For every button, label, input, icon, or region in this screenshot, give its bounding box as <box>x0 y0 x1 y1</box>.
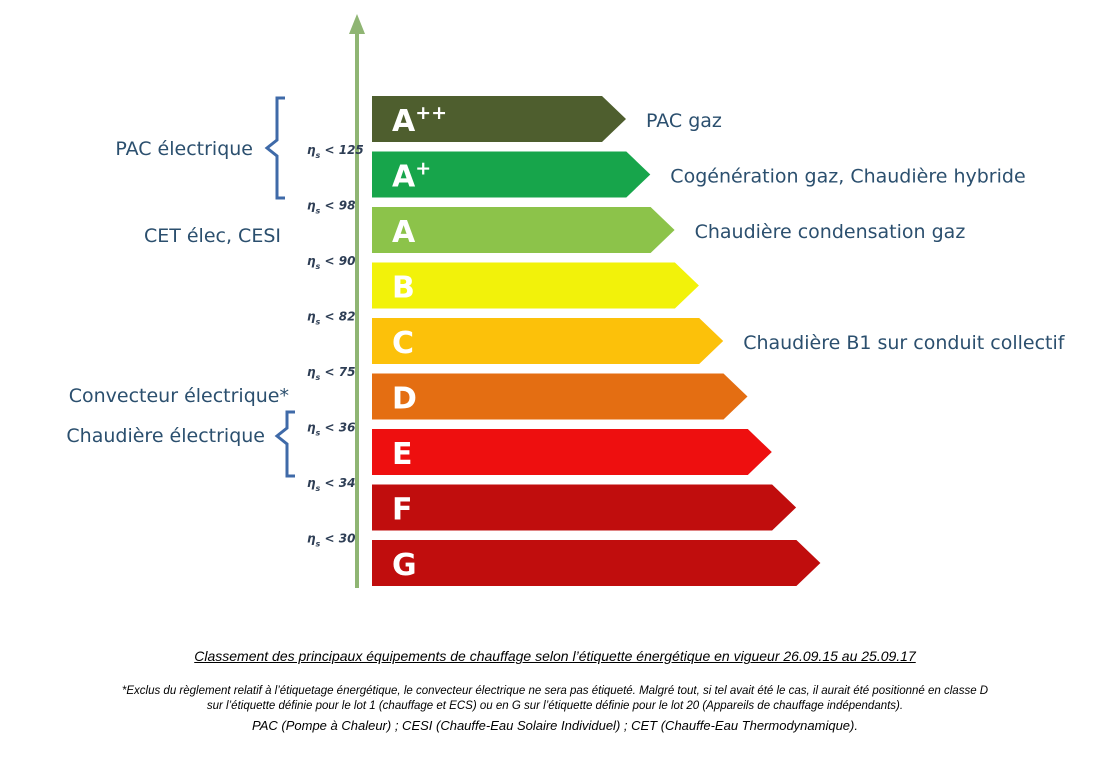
threshold-label: ηs < 36 <box>307 421 355 438</box>
grade-row: G <box>372 540 821 586</box>
threshold-label: ηs < 75 <box>307 365 355 382</box>
grade-row: A+ Cogénération gaz, Chaudière hybride <box>372 151 1026 198</box>
grade-equipment-label: PAC gaz <box>646 110 722 132</box>
grade-letter: A <box>392 215 416 250</box>
grade-arrow <box>372 484 797 531</box>
threshold-label: ηs < 34 <box>307 476 355 493</box>
grade-arrow <box>372 429 772 475</box>
footnote-line-1: *Exclus du règlement relatif à l’étiquet… <box>121 685 989 697</box>
grade-arrow <box>372 262 699 309</box>
footnote: *Exclus du règlement relatif à l’étiquet… <box>0 684 1110 714</box>
grade-row: E <box>372 429 772 475</box>
grade-letter: E <box>392 437 413 472</box>
acronym-legend: PAC (Pompe à Chaleur) ; CESI (Chauffe-Ea… <box>252 718 858 733</box>
grade-arrow <box>372 96 626 142</box>
grade-letter: D <box>392 382 417 417</box>
label-chaudiere-electrique: Chaudière électrique <box>66 425 265 447</box>
grade-row: B <box>372 262 699 309</box>
label-pac-electrique: PAC électrique <box>115 138 253 160</box>
threshold-labels: ηs < 125 ηs < 98 ηs < 90 ηs < 82 ηs < 75 ηs <… <box>307 143 364 549</box>
grade-row: D <box>372 373 748 420</box>
threshold-label: ηs < 125 <box>307 143 364 160</box>
grade-row: F <box>372 484 797 531</box>
grade-equipment-label: Chaudière condensation gaz <box>695 221 966 243</box>
label-cet-cesi: CET élec, CESI <box>144 225 281 247</box>
grade-row: A++ PAC gaz <box>372 96 722 142</box>
grade-letter: A+ <box>392 158 431 195</box>
threshold-label: ηs < 90 <box>307 254 355 271</box>
pac-electrique-brace <box>264 96 285 200</box>
threshold-label: ηs < 30 <box>307 532 355 549</box>
grade-arrow <box>372 207 675 253</box>
grade-letter: A++ <box>392 102 447 139</box>
caption-title: Classement des principaux équipements de… <box>194 648 916 664</box>
grade-arrow <box>372 318 724 364</box>
energy-label-diagram: PAC électrique CET élec, CESI Convecteur… <box>66 14 1066 588</box>
grade-letter: B <box>392 271 415 306</box>
grade-row: C Chaudière B1 sur conduit collectif <box>372 318 1066 364</box>
threshold-label: ηs < 98 <box>307 199 355 216</box>
footnote-line-2: sur l’étiquette définie pour le lot 1 (c… <box>206 700 904 712</box>
grade-arrow <box>372 151 651 198</box>
grade-arrows: A++ PAC gaz A+ Cogénération gaz, Chaudière … <box>372 96 1066 586</box>
grade-equipment-label: Chaudière B1 sur conduit collectif <box>743 332 1066 354</box>
threshold-label: ηs < 82 <box>307 310 355 327</box>
grade-letter: C <box>392 326 414 361</box>
label-convecteur-electrique: Convecteur électrique* <box>69 385 289 407</box>
chaudiere-electrique-brace <box>274 410 295 478</box>
grade-letter: G <box>392 548 417 583</box>
grade-arrow <box>372 373 748 420</box>
grade-row: A Chaudière condensation gaz <box>372 207 965 253</box>
axis-arrowhead <box>349 14 365 34</box>
grade-equipment-label: Cogénération gaz, Chaudière hybride <box>670 166 1025 188</box>
grade-arrow <box>372 540 821 586</box>
grade-letter: F <box>392 493 413 528</box>
